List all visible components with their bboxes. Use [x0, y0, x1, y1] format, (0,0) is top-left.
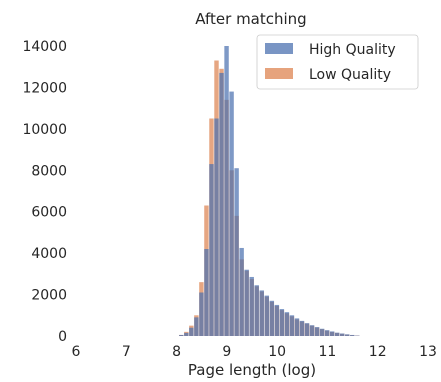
- high-quality-bar: [254, 285, 259, 336]
- high-quality-bar: [244, 269, 249, 336]
- y-tick-label: 8000: [31, 163, 67, 179]
- y-tick-label: 14000: [22, 39, 67, 55]
- high-quality-bar: [319, 328, 325, 336]
- high-quality-bar: [209, 164, 214, 336]
- high-quality-bar: [345, 334, 350, 336]
- y-tick-label: 4000: [31, 246, 67, 262]
- high-quality-bar: [279, 309, 285, 336]
- high-quality-bar: [329, 331, 335, 336]
- y-axis-ticks: 0 2000 4000 6000 8000 10000 12000 14000: [22, 39, 67, 345]
- high-quality-bar: [189, 327, 194, 336]
- x-tick-label: 12: [369, 344, 387, 360]
- chart-title: After matching: [195, 10, 306, 28]
- high-quality-bar: [204, 249, 209, 336]
- high-quality-bar: [214, 118, 219, 336]
- x-axis-ticks: 6 7 8 9 10 11 12 13: [72, 344, 437, 360]
- y-tick-label: 10000: [22, 122, 67, 138]
- x-tick-label: 6: [72, 344, 81, 360]
- x-tick-label: 10: [268, 344, 286, 360]
- high-quality-bar: [294, 318, 300, 336]
- high-quality-bar: [229, 91, 234, 336]
- high-quality-bar: [249, 276, 254, 336]
- x-tick-label: 13: [419, 344, 437, 360]
- y-tick-label: 6000: [31, 205, 67, 221]
- legend-swatch-high-quality: [265, 43, 293, 54]
- high-quality-bar: [314, 327, 320, 336]
- high-quality-bar: [284, 312, 290, 336]
- x-tick-label: 9: [222, 344, 231, 360]
- high-quality-bar: [234, 168, 239, 336]
- high-quality-bar: [340, 333, 345, 336]
- high-quality-bar: [259, 290, 264, 336]
- x-tick-label: 7: [122, 344, 131, 360]
- high-quality-bar: [274, 304, 280, 336]
- legend-box: [256, 34, 419, 90]
- high-quality-bar: [194, 317, 199, 336]
- x-tick-label: 8: [172, 344, 181, 360]
- high-quality-bar: [224, 46, 229, 336]
- legend-label-low-quality: Low Quality: [309, 67, 391, 83]
- high-quality-bar: [309, 325, 315, 336]
- high-quality-bar: [350, 334, 355, 336]
- legend: High Quality Low Quality: [256, 34, 419, 90]
- high-quality-bars: [179, 46, 360, 337]
- high-quality-bar: [239, 247, 244, 336]
- high-quality-bar: [219, 72, 224, 337]
- x-tick-label: 11: [319, 344, 337, 360]
- legend-label-high-quality: High Quality: [309, 42, 396, 58]
- high-quality-bar: [269, 300, 275, 336]
- high-quality-bar: [289, 315, 295, 336]
- y-tick-label: 0: [58, 329, 67, 345]
- high-quality-bar: [304, 323, 310, 336]
- x-axis-label: Page length (log): [188, 361, 316, 379]
- y-tick-label: 12000: [22, 80, 67, 96]
- high-quality-bar: [199, 292, 204, 336]
- high-quality-bar: [324, 330, 330, 336]
- high-quality-bar: [334, 332, 340, 336]
- high-quality-bar: [299, 320, 305, 336]
- legend-swatch-low-quality: [265, 68, 293, 79]
- high-quality-bar: [179, 334, 184, 336]
- y-tick-label: 2000: [31, 288, 67, 304]
- high-quality-bar: [264, 295, 269, 336]
- high-quality-bar: [184, 332, 189, 336]
